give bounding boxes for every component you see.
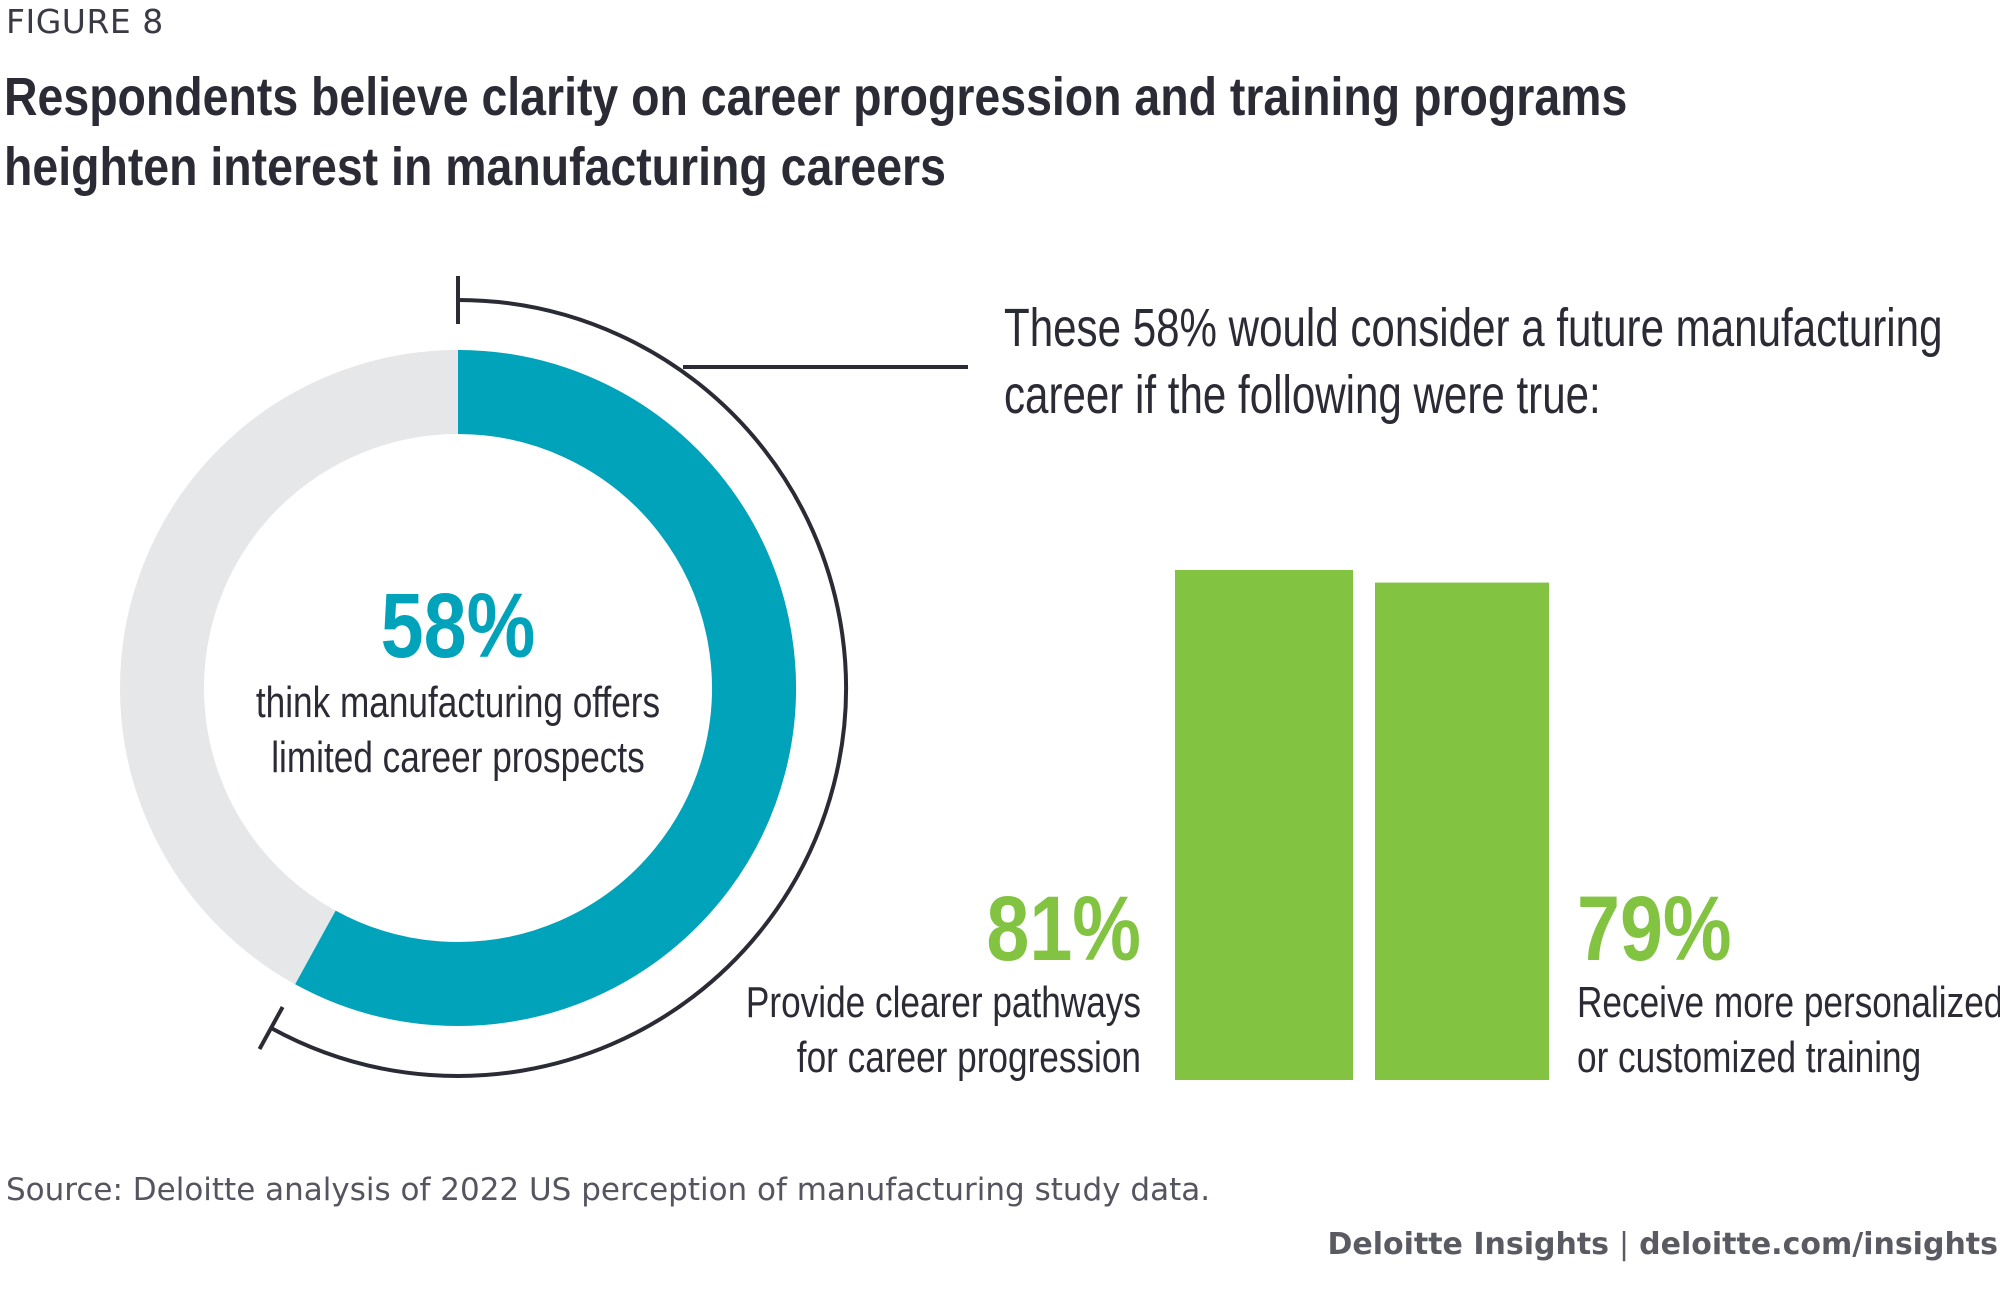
bracket-tick-bottom [257, 1006, 285, 1051]
title-line-1: Respondents believe clarity on career pr… [4, 67, 1628, 127]
brand-separator: | [1619, 1227, 1630, 1262]
brand-name: Deloitte Insights [1327, 1227, 1610, 1262]
bar-caption-left-line-1: Provide clearer pathways [746, 978, 1141, 1027]
bar-personalized-training [1375, 582, 1549, 1080]
chart-area: 58% think manufacturing offers limited c… [120, 276, 2000, 1082]
donut-center-value: 58% [381, 575, 536, 678]
source-note: Source: Deloitte analysis of 2022 US per… [6, 1172, 1211, 1208]
bar-intro-line-2: career if the following were true: [1004, 365, 1601, 425]
donut-slice-58 [295, 350, 796, 1026]
donut-caption-line-2: limited career prospects [271, 733, 645, 782]
bar-caption-right-line-2: or customized training [1577, 1033, 1921, 1082]
bar-intro-line-1: These 58% would consider a future manufa… [1004, 298, 1943, 358]
figure-label: FIGURE 8 [6, 2, 164, 41]
bar-value-label-79: 79% [1577, 878, 1732, 981]
donut-caption-line-1: think manufacturing offers [256, 678, 660, 727]
bar-caption-left-line-2: for career progression [797, 1033, 1141, 1082]
brand-footer: Deloitte Insights | deloitte.com/insights [1327, 1227, 1998, 1262]
bar-clearer-pathways [1175, 570, 1353, 1080]
bracket-arc [270, 298, 848, 1078]
title-line-2: heighten interest in manufacturing caree… [4, 137, 946, 197]
bar-caption-right-line-1: Receive more personalized [1577, 978, 2000, 1027]
chart-title: Respondents believe clarity on career pr… [4, 62, 1638, 202]
brand-url[interactable]: deloitte.com/insights [1639, 1227, 1998, 1262]
bar-value-label-81: 81% [986, 878, 1141, 981]
